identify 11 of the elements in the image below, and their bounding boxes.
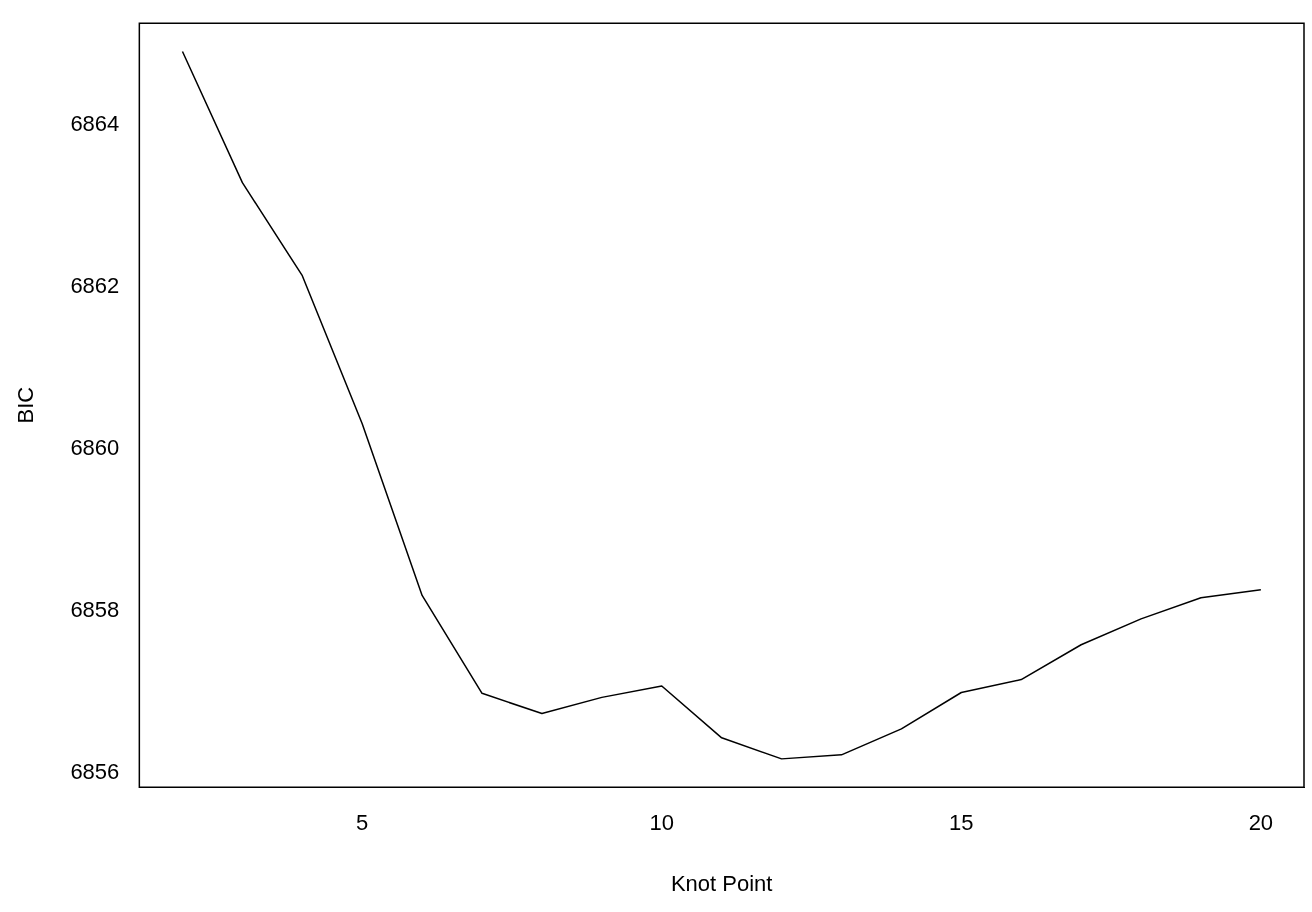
y-tick-label: 6864	[70, 111, 120, 137]
x-axis-title: Knot Point	[670, 870, 773, 896]
y-tick-label: 6858	[70, 596, 120, 622]
x-tick-label: 10	[649, 810, 674, 836]
x-tick-label: 20	[1248, 810, 1274, 836]
y-tick-label: 6860	[70, 434, 120, 460]
y-tick-label: 6856	[70, 758, 120, 784]
x-tick-label: 5	[356, 810, 369, 836]
y-tick-label: 6862	[70, 273, 120, 299]
x-tick-label: 15	[949, 810, 974, 836]
y-axis-title: BIC	[13, 386, 39, 424]
